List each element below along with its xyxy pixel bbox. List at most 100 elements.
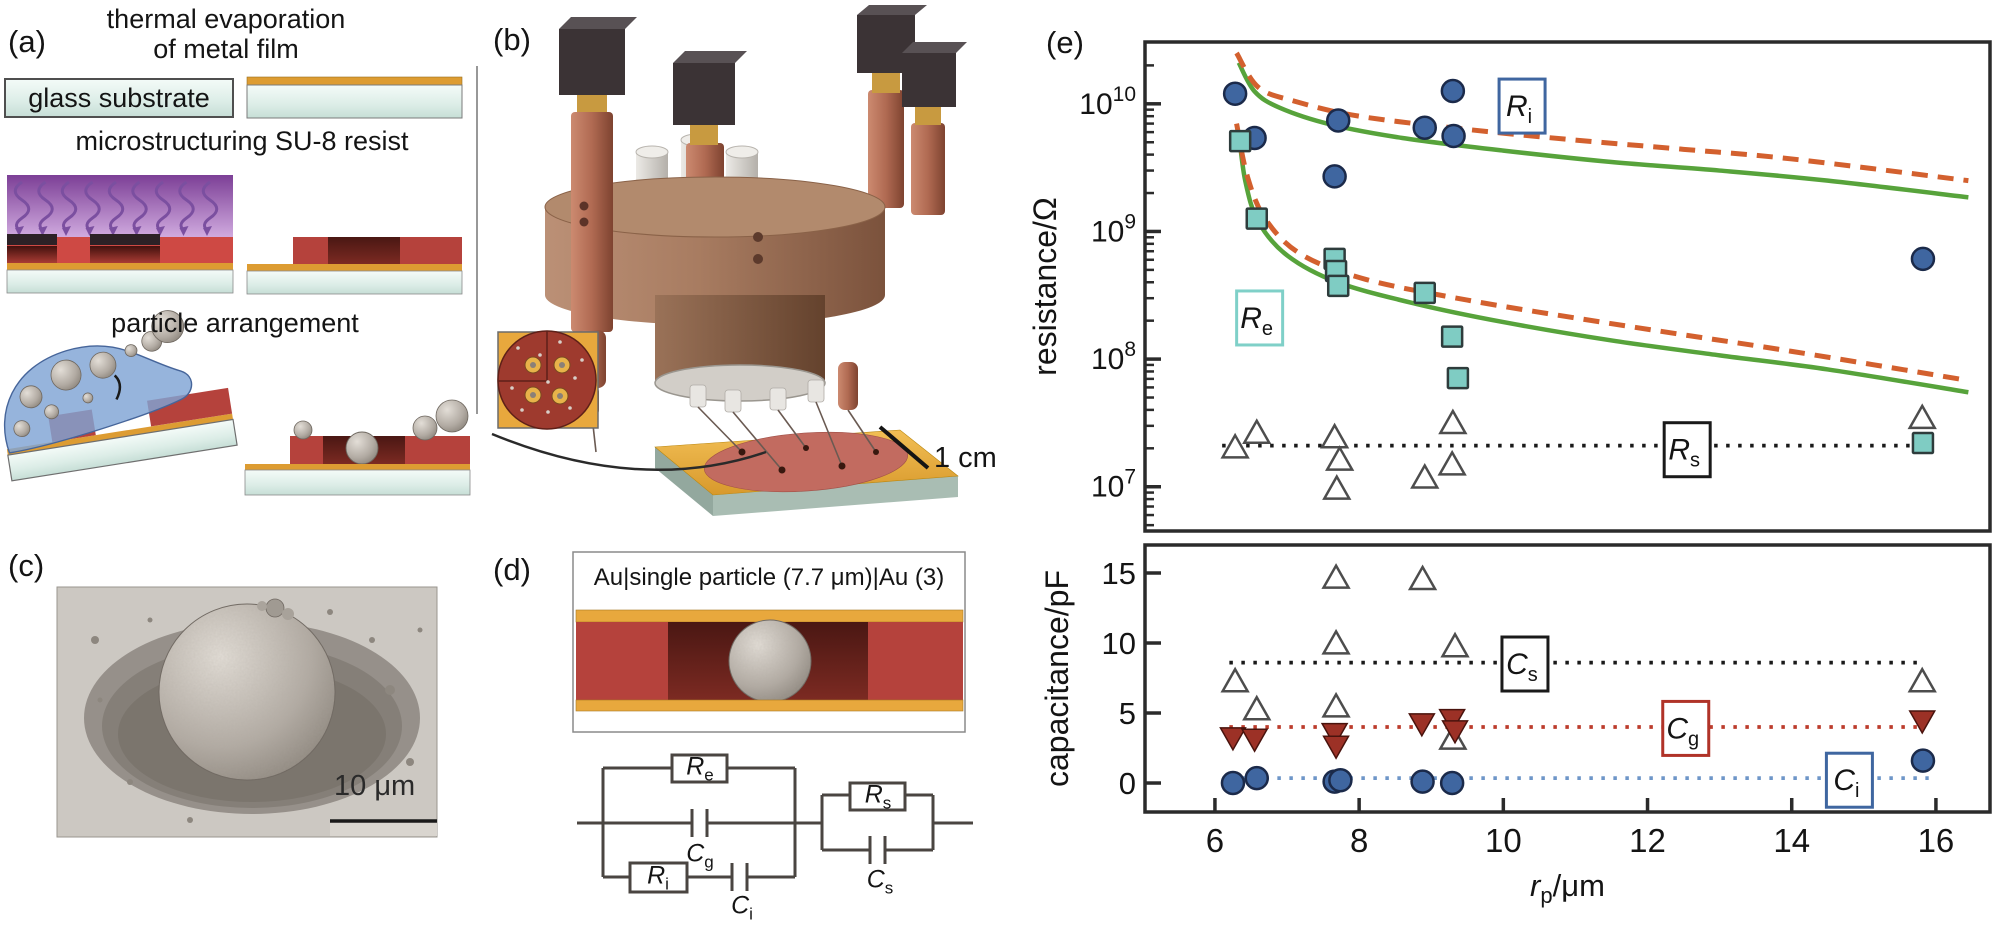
equivalent-circuit (577, 753, 973, 894)
data-point (1322, 735, 1350, 760)
uv-arrowhead (62, 226, 71, 236)
circuit-label-cs: Cs (867, 866, 894, 899)
arranged-particles-substrate (244, 399, 471, 496)
y-tick-label: 107 (1091, 466, 1136, 504)
sem-debris-dots (91, 609, 423, 823)
data-point (1437, 449, 1467, 476)
probe-post (868, 90, 904, 208)
electrode-ring-center (530, 362, 536, 368)
circuit-label-ci-base: C (731, 891, 750, 920)
gold-film-layer (6, 413, 234, 456)
stage-scale-label: 1 cm (934, 442, 997, 474)
scale-dimension-line (878, 425, 930, 470)
y-axis-label: capacitance/pF (1039, 570, 1075, 787)
probe-head-cylinder (654, 295, 858, 413)
fit-line-R_i-solid (1236, 61, 1969, 200)
data-point (1220, 666, 1250, 693)
uv-arrowhead (132, 226, 142, 236)
data-point (1407, 564, 1438, 591)
speck (516, 346, 520, 350)
uv-arrow (84, 180, 101, 233)
speck (520, 408, 524, 412)
series-label-box (1235, 289, 1285, 347)
uv-arrow (13, 180, 31, 233)
fit-line-R_e-dashed (1234, 123, 1969, 383)
series-label-box (1662, 421, 1712, 479)
data-point (1911, 431, 1935, 455)
x-tick-label: 14 (1773, 822, 1810, 859)
data-point (1326, 274, 1350, 298)
series-R_s (1220, 403, 1937, 500)
glass-layer (246, 270, 463, 295)
uv-arrowhead (38, 226, 48, 236)
data-point (1220, 432, 1250, 459)
data-point (1321, 691, 1351, 718)
data-point (1220, 770, 1246, 796)
debris-dot (369, 637, 375, 643)
sample-disc (703, 431, 909, 493)
y-tick-label: 15 (1102, 556, 1136, 591)
data-point (1319, 422, 1350, 449)
debris-dot (385, 685, 395, 695)
data-point (1242, 418, 1272, 445)
photomask-bar (90, 234, 160, 245)
glass-layer (6, 269, 234, 294)
data-point (1412, 115, 1437, 140)
y-tick-label: 10 (1102, 626, 1136, 661)
panel-a-title-line1: thermal evaporation (106, 4, 346, 34)
data-point (1910, 246, 1936, 272)
data-point (1219, 727, 1247, 752)
particle (412, 415, 438, 441)
electrode-ring-center (530, 392, 536, 398)
exposed-resist (7, 246, 57, 263)
particles-in-droplet (13, 310, 185, 438)
panel-c-sem-image (56, 586, 438, 838)
substrate-with-metal-film (246, 76, 463, 119)
data-point (1228, 129, 1252, 153)
series-R_e (1228, 129, 1935, 455)
circuit-label-ri-sub: i (665, 874, 669, 894)
debris-dot (97, 697, 103, 703)
uv-arrowhead (203, 226, 212, 236)
speck (558, 340, 562, 344)
series-C_s (1220, 563, 1937, 750)
data-point (1328, 767, 1353, 793)
panel-b-label: (b) (493, 22, 531, 57)
probe-contact-dots (738, 445, 879, 474)
circuit-label-ri: Ri (647, 862, 669, 895)
panel-a-graphics (3, 66, 478, 496)
glass-layer (7, 418, 238, 482)
connector-cubes (559, 5, 967, 145)
x-tick-label: 6 (1206, 822, 1224, 859)
circuit-label-cg-sub: g (704, 852, 714, 872)
data-point (1245, 207, 1269, 230)
particle-arrangement-title: particle arrangement (111, 308, 359, 338)
speck (546, 380, 550, 384)
debris-dot (147, 617, 153, 623)
glass-substrate-label: glass substrate (28, 83, 210, 113)
panel-d-graphics (572, 551, 973, 894)
gold-film-layer (245, 464, 470, 470)
particle-specks (510, 340, 584, 414)
x-tick-label: 8 (1350, 822, 1368, 859)
glass-layer (244, 469, 471, 496)
data-point (1440, 631, 1470, 658)
series-label-box (1500, 635, 1550, 693)
resistor-ri (628, 861, 689, 894)
uv-arrow (107, 180, 125, 233)
data-point (1908, 710, 1937, 735)
x-tick-label: 16 (1918, 822, 1955, 859)
speck (510, 386, 514, 390)
debris-dot (91, 636, 99, 644)
y-tick-label: 5 (1119, 696, 1136, 731)
circuit-label-cs-sub: s (884, 878, 894, 898)
circuit-label-ci: Ci (731, 892, 753, 925)
panel-a-label: (a) (8, 24, 46, 59)
chart-frame (1143, 543, 1992, 814)
fit-line-R_e-solid (1236, 131, 1969, 395)
sem-particle-sphere (158, 598, 336, 781)
speck (573, 376, 577, 380)
x-tick-label: 12 (1629, 822, 1666, 859)
data-point (1907, 666, 1937, 693)
